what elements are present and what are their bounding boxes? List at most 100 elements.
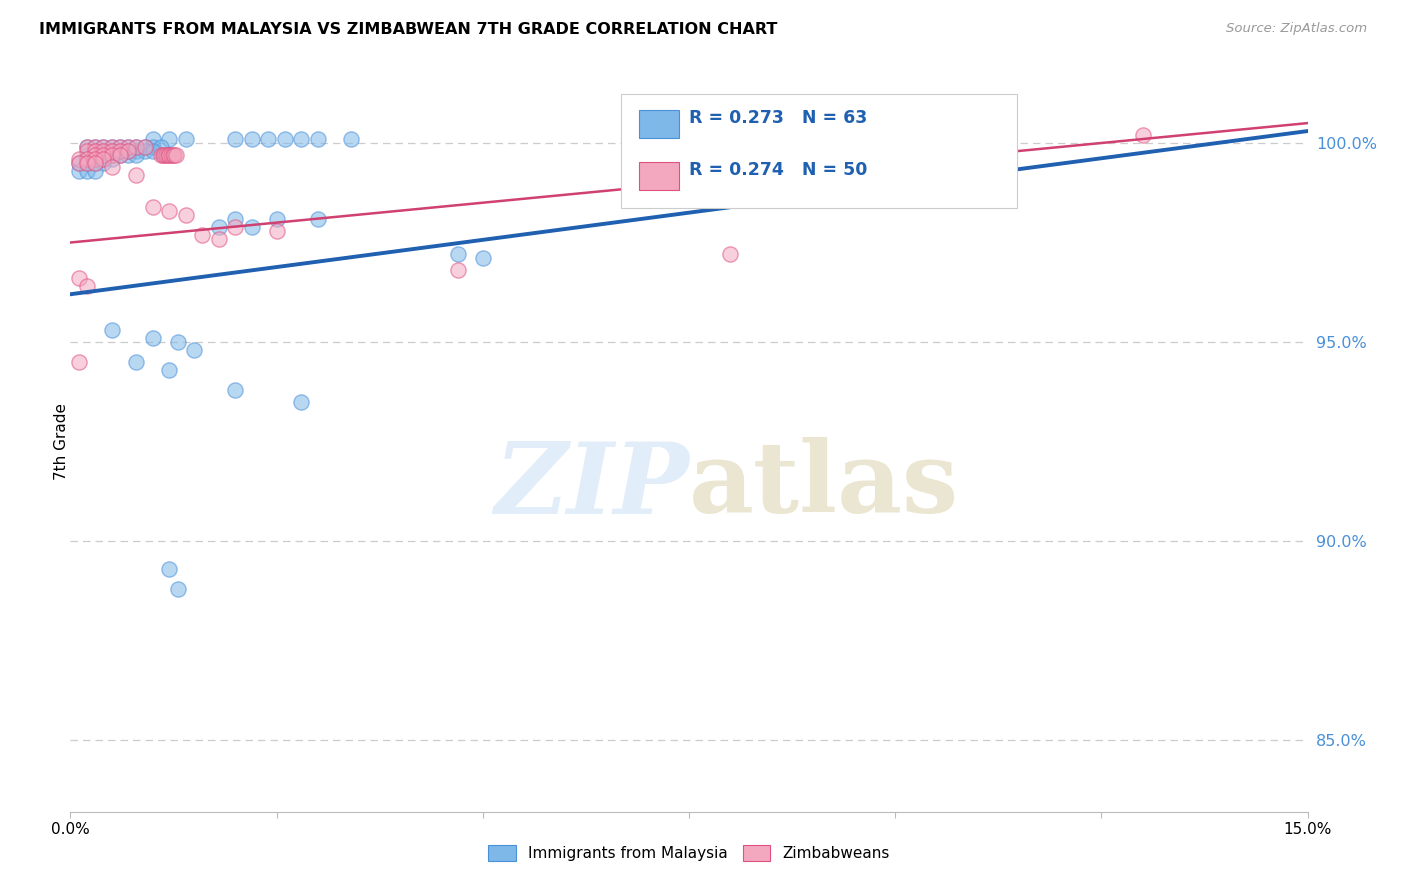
Point	[67, 156, 90, 170]
Point	[125, 168, 148, 182]
Point	[84, 156, 107, 170]
Point	[208, 231, 231, 245]
Point	[142, 132, 165, 146]
Text: atlas: atlas	[689, 437, 959, 534]
Point	[142, 331, 165, 345]
Point	[100, 148, 122, 162]
Point	[76, 148, 98, 162]
Point	[76, 156, 98, 170]
Point	[76, 140, 98, 154]
Text: Source: ZipAtlas.com: Source: ZipAtlas.com	[1226, 22, 1367, 36]
Point	[91, 148, 114, 162]
Point	[76, 164, 98, 178]
Point	[166, 582, 188, 596]
Point	[153, 148, 176, 162]
Point	[266, 223, 288, 237]
Point	[67, 164, 90, 178]
FancyBboxPatch shape	[621, 94, 1017, 209]
Point	[76, 140, 98, 154]
Point	[117, 144, 139, 158]
Point	[84, 148, 107, 162]
Point	[125, 140, 148, 154]
Point	[157, 203, 180, 218]
Point	[91, 148, 114, 162]
Point	[117, 148, 139, 162]
Point	[150, 140, 173, 154]
Point	[91, 152, 114, 166]
Point	[290, 394, 312, 409]
Point	[76, 152, 98, 166]
Bar	[640, 161, 679, 190]
Point	[67, 156, 90, 170]
Point	[157, 363, 180, 377]
Point	[84, 164, 107, 178]
Point	[84, 152, 107, 166]
Point	[224, 132, 246, 146]
Point	[100, 140, 122, 154]
Point	[100, 160, 122, 174]
Point	[91, 144, 114, 158]
Point	[142, 144, 165, 158]
Point	[156, 148, 179, 162]
Point	[208, 219, 231, 234]
Point	[160, 148, 183, 162]
Point	[117, 140, 139, 154]
Point	[91, 144, 114, 158]
Point	[84, 140, 107, 154]
Point	[134, 140, 156, 154]
Point	[100, 152, 122, 166]
Point	[307, 211, 329, 226]
Point	[84, 152, 107, 166]
Point	[125, 148, 148, 162]
Point	[142, 140, 165, 154]
Point	[76, 152, 98, 166]
Point	[91, 140, 114, 154]
Point	[91, 152, 114, 166]
Point	[224, 211, 246, 226]
Point	[108, 144, 131, 158]
Point	[257, 132, 280, 146]
Point	[718, 247, 741, 261]
Point	[125, 140, 148, 154]
Point	[91, 156, 114, 170]
Point	[150, 148, 173, 162]
Point	[157, 132, 180, 146]
Point	[108, 148, 131, 162]
Point	[163, 148, 186, 162]
Point	[100, 323, 122, 337]
Point	[240, 219, 263, 234]
Point	[67, 152, 90, 166]
Point	[134, 144, 156, 158]
Point	[76, 156, 98, 170]
Point	[157, 148, 180, 162]
Bar	[640, 110, 679, 138]
Point	[183, 343, 205, 357]
Point	[67, 355, 90, 369]
Point	[290, 132, 312, 146]
Point	[157, 562, 180, 576]
Point	[274, 132, 297, 146]
Point	[191, 227, 214, 242]
Point	[108, 140, 131, 154]
Point	[224, 383, 246, 397]
Legend: Immigrants from Malaysia, Zimbabweans: Immigrants from Malaysia, Zimbabweans	[482, 838, 896, 867]
Point	[266, 211, 288, 226]
Point	[142, 200, 165, 214]
Point	[76, 279, 98, 293]
Point	[174, 208, 197, 222]
Point	[125, 355, 148, 369]
Point	[165, 148, 187, 162]
Point	[134, 140, 156, 154]
Point	[125, 144, 148, 158]
Point	[117, 140, 139, 154]
Point	[84, 144, 107, 158]
Point	[174, 132, 197, 146]
Point	[1132, 128, 1154, 142]
Text: R = 0.274   N = 50: R = 0.274 N = 50	[689, 161, 868, 178]
Y-axis label: 7th Grade: 7th Grade	[55, 403, 69, 480]
Point	[224, 219, 246, 234]
Text: IMMIGRANTS FROM MALAYSIA VS ZIMBABWEAN 7TH GRADE CORRELATION CHART: IMMIGRANTS FROM MALAYSIA VS ZIMBABWEAN 7…	[39, 22, 778, 37]
Point	[100, 144, 122, 158]
Point	[471, 252, 494, 266]
Point	[307, 132, 329, 146]
